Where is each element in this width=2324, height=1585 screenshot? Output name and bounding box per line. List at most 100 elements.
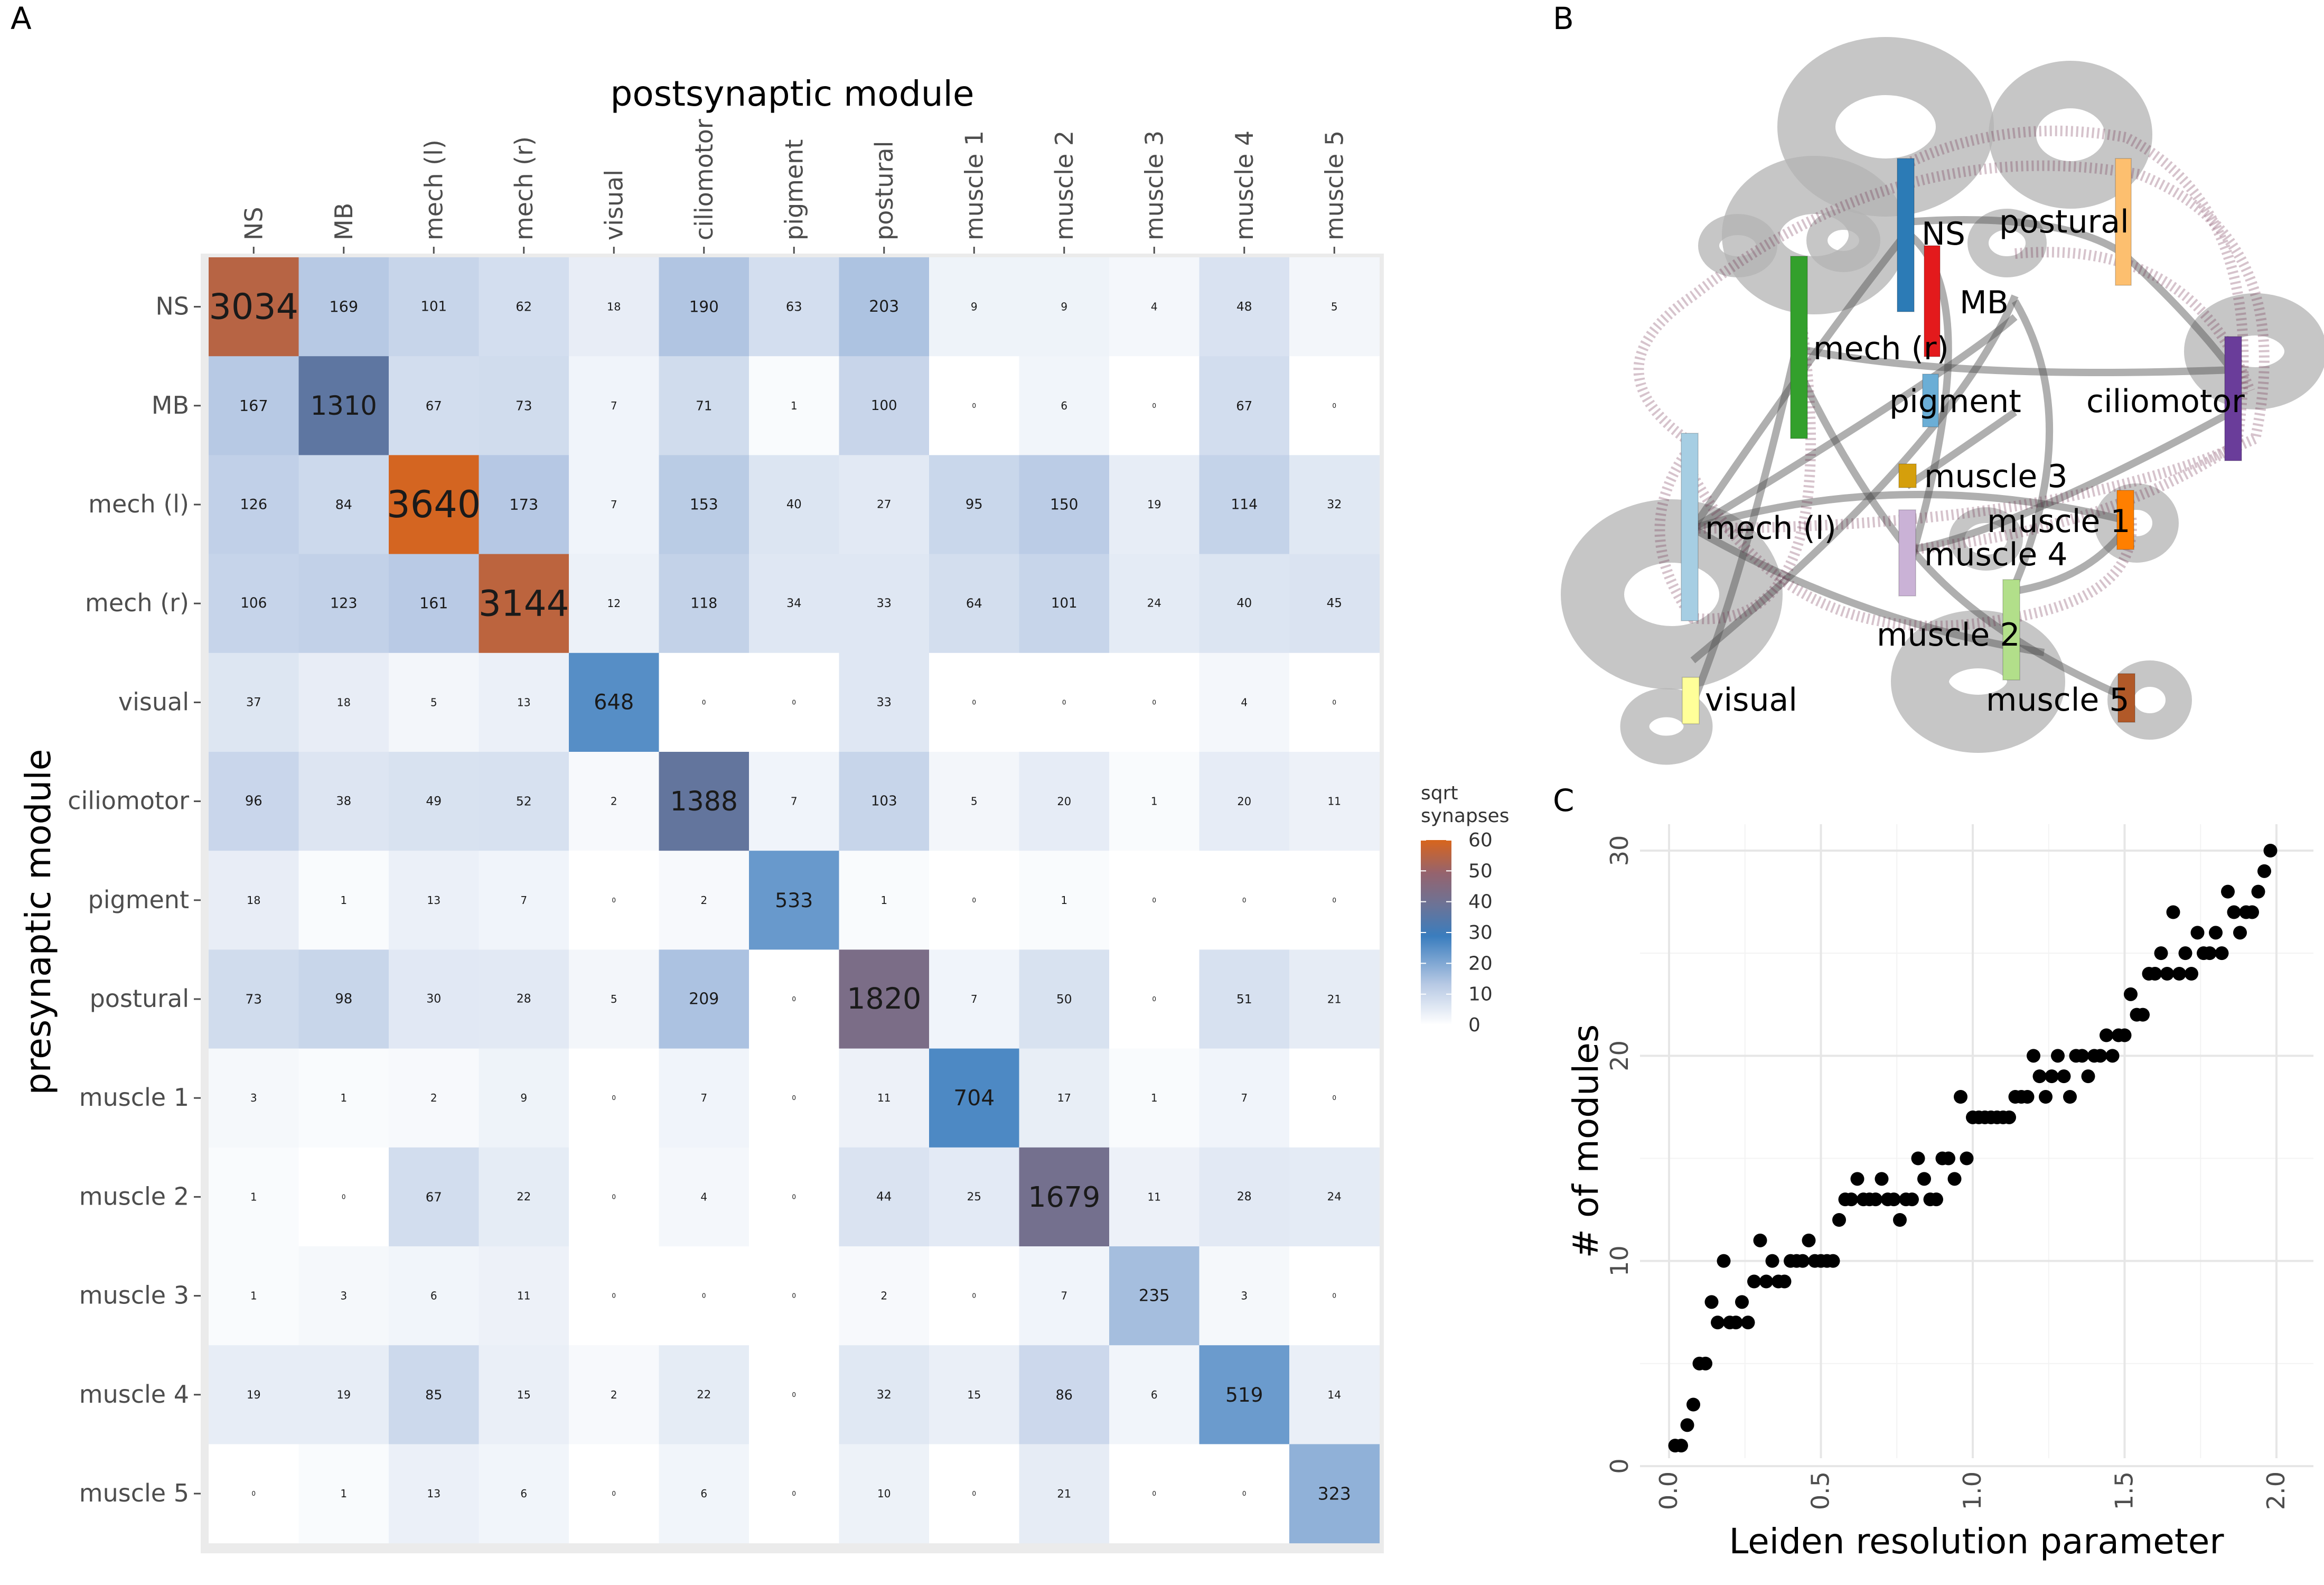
heatmap-cell-postural-mech-l <box>389 949 479 1049</box>
heatmap-cell-value: 6 <box>520 1487 527 1500</box>
heatmap-y-tick-postural: postural <box>90 984 189 1013</box>
scatter-ticks: 0.0 0.5 1.0 1.5 2.0 0 10 20 30 <box>1605 835 2290 1510</box>
node-muscle-2 <box>2002 579 2020 680</box>
network-panel: NS postural MB mech (r) pigment ciliomot… <box>1561 37 2324 765</box>
heatmap-cell-value: 6 <box>700 1487 707 1500</box>
heatmap-cell-muscle-4-pigment <box>749 1345 839 1444</box>
scatter-point <box>1699 1356 1712 1370</box>
node-visual <box>1682 677 1700 724</box>
heatmap-cell-value: 101 <box>1051 595 1077 611</box>
heatmap-cell-value: 103 <box>871 794 897 809</box>
heatmap-cell-muscle-2-visual <box>569 1147 659 1247</box>
scatter-point <box>2075 1049 2089 1063</box>
scatter-point <box>1905 1192 1919 1207</box>
heatmap-cell-ciliomotor-postural <box>839 752 930 851</box>
scatter-point <box>2172 967 2186 981</box>
heatmap-cell-mech-l-postural <box>839 455 930 555</box>
heatmap-cell-value: 96 <box>245 794 263 809</box>
heatmap-cell-value: 3 <box>1241 1290 1248 1302</box>
heatmap-cell-value: 0 <box>1332 1292 1336 1300</box>
heatmap-cell-value: 323 <box>1318 1484 1351 1504</box>
heatmap-cell-value: 49 <box>426 794 442 808</box>
heatmap-cell-value: 161 <box>419 595 448 612</box>
heatmap-cell-value: 27 <box>877 498 892 511</box>
heatmap-cell-muscle-2-muscle-2 <box>1019 1147 1110 1247</box>
heatmap-cell-value: 95 <box>966 497 983 512</box>
heatmap-cell-mech-r-ciliomotor <box>659 554 749 654</box>
heatmap-cell-ciliomotor-mb <box>298 752 389 851</box>
heatmap-cell-value: 0 <box>1152 402 1156 409</box>
heatmap-cell-value: 1 <box>1151 795 1158 808</box>
heatmap-cell-value: 98 <box>335 991 352 1007</box>
heatmap-cell-value: 106 <box>240 595 267 611</box>
heatmap-cell-postural-muscle-4 <box>1199 949 1290 1049</box>
heatmap-y-tick-mech-l: mech (l) <box>88 490 189 518</box>
node-ns <box>1897 158 1915 312</box>
heatmap-cell-value: 12 <box>607 597 621 610</box>
heatmap-cell-visual-muscle-1 <box>929 652 1019 752</box>
heatmap-cell-postural-muscle-5 <box>1289 949 1380 1049</box>
heatmap-cell-postural-visual <box>569 949 659 1049</box>
scatter-point <box>1875 1172 1889 1186</box>
heatmap-cell-muscle-5-ns <box>209 1444 299 1544</box>
heatmap-cell-value: 0 <box>612 1193 616 1200</box>
heatmap-cell-mech-r-visual <box>569 554 659 654</box>
heatmap-cell-value: 73 <box>516 398 532 413</box>
scatter-point <box>2032 1069 2047 1084</box>
scatter-point <box>2257 864 2271 878</box>
heatmap-cell-value: 0 <box>792 1094 796 1102</box>
heatmap-cell-value: 1 <box>340 1092 347 1104</box>
heatmap-cell-muscle-2-mech-r <box>479 1147 569 1247</box>
heatmap-y-tick-muscle-2: muscle 2 <box>79 1182 189 1210</box>
self-loop-muscle-2 <box>1891 610 2065 753</box>
heatmap-cell-ciliomotor-muscle-1 <box>929 752 1019 851</box>
heatmap-cell-muscle-3-ns <box>209 1246 299 1346</box>
heatmap-cell-value: 22 <box>517 1190 531 1204</box>
heatmap-cell-muscle-3-ciliomotor <box>659 1246 749 1346</box>
scatter-point <box>1844 1192 1858 1207</box>
self-loop-mech-l <box>1561 499 1783 689</box>
heatmap-cell-mech-l-muscle-5 <box>1289 455 1380 555</box>
heatmap-cell-pigment-postural <box>839 851 930 950</box>
heatmap-cell-value: 704 <box>953 1085 995 1111</box>
scatter-point <box>2100 1028 2113 1042</box>
heatmap-cell-ciliomotor-mech-r <box>479 752 569 851</box>
scatter-point <box>2081 1069 2095 1084</box>
scatter-point <box>1759 1274 1773 1289</box>
heatmap-cell-pigment-ciliomotor <box>659 851 749 950</box>
scatter-point <box>1960 1151 1974 1166</box>
heatmap-cell-muscle-3-mb <box>298 1246 389 1346</box>
heatmap-cell-postural-postural <box>839 949 930 1049</box>
heatmap-cell-muscle-3-mech-r <box>479 1246 569 1346</box>
heatmap-cell-value: 25 <box>967 1190 981 1204</box>
node-label-muscle-3: muscle 3 <box>1924 458 2068 495</box>
heatmap-cell-value: 19 <box>336 1388 351 1401</box>
heatmap-cell-muscle-3-mech-l <box>389 1246 479 1346</box>
heatmap-cell-ns-mb <box>298 257 389 357</box>
heatmap-cell-muscle-4-ciliomotor <box>659 1345 749 1444</box>
heatmap-cell-value: 1 <box>250 1290 257 1302</box>
scatter-point <box>2105 1049 2120 1063</box>
heatmap-cell-ciliomotor-mech-l <box>389 752 479 851</box>
self-loop-ciliomotor <box>2184 293 2324 409</box>
heatmap-cell-value: 5 <box>611 993 617 1005</box>
heatmap-cell-value: 22 <box>697 1388 711 1401</box>
heatmap-cell-mb-muscle-5 <box>1289 356 1380 455</box>
heatmap-cell-mech-r-muscle-3 <box>1109 554 1200 654</box>
heatmap-cell-muscle-5-muscle-2 <box>1019 1444 1110 1544</box>
heatmap-x-tick-mb: MB <box>330 203 358 240</box>
scatter-point <box>2093 1049 2107 1063</box>
heatmap-cell-value: 28 <box>1237 1190 1252 1204</box>
scatter-point <box>2221 884 2235 899</box>
heatmap-x-tick-muscle-3: muscle 3 <box>1140 130 1168 240</box>
heatmap-cell-muscle-4-ns <box>209 1345 299 1444</box>
heatmap-cell-value: 2 <box>430 1092 437 1104</box>
heatmap-cell-value: 4 <box>700 1190 707 1203</box>
scatter-point <box>1929 1192 1943 1207</box>
scatter-point <box>1893 1213 1907 1227</box>
heatmap-cell-value: 533 <box>775 889 813 912</box>
scatter-point <box>1832 1213 1846 1227</box>
heatmap-cell-muscle-4-muscle-1 <box>929 1345 1019 1444</box>
heatmap-cell-ns-muscle-3 <box>1109 257 1200 357</box>
heatmap-cell-value: 18 <box>607 301 621 313</box>
